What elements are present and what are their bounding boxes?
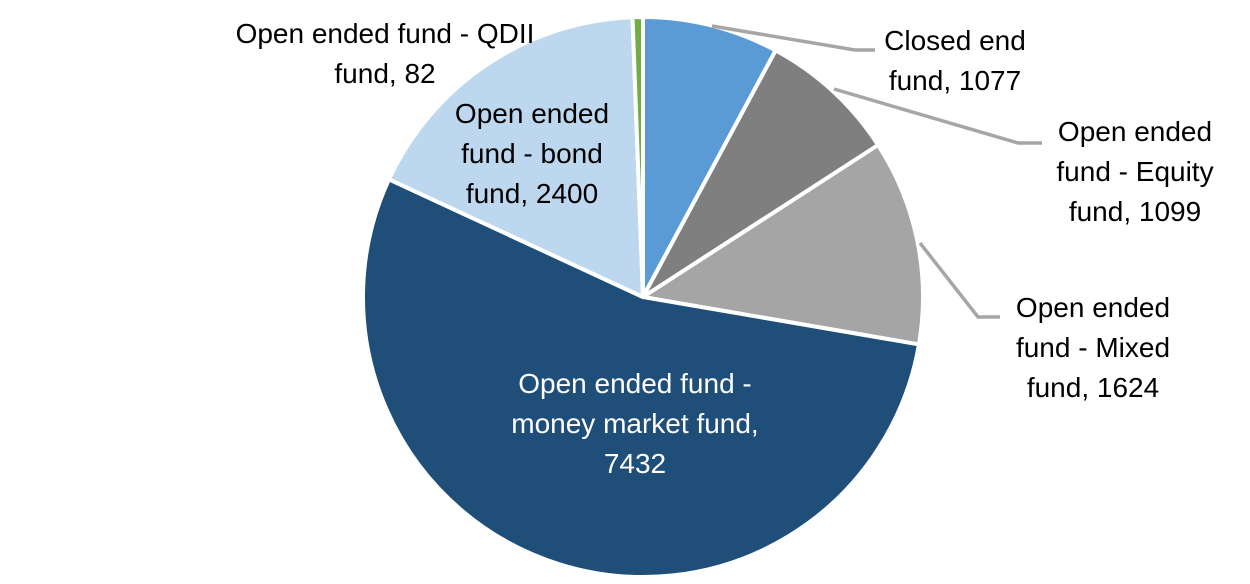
label-equity-fund: Open ended fund - Equity fund, 1099 — [975, 112, 1250, 232]
label-line: Open ended — [454, 98, 610, 129]
pie-slices — [361, 15, 925, 579]
label-line: fund - Mixed — [1015, 332, 1171, 363]
pie-slice-open-ended-fund-money-market-fund — [361, 177, 921, 579]
leader-line-closed-end-fund — [711, 24, 875, 52]
label-line: fund, 2400 — [465, 178, 599, 209]
label-line: fund, 1624 — [1026, 372, 1160, 403]
pie-slice-open-ended-fund-equity-fund — [641, 48, 881, 299]
leader-line-mixed-fund — [918, 241, 1000, 319]
label-line: fund - bond — [461, 138, 603, 169]
label-line: Open ended — [1057, 116, 1213, 147]
leader-line-equity-fund — [833, 87, 1042, 145]
label-closed-end-fund: Closed end fund, 1077 — [805, 21, 1105, 101]
label-bond-fund: Open ended fund - bond fund, 2400 — [372, 94, 692, 214]
label-line: Open ended fund - — [518, 368, 752, 399]
label-line: Closed end — [884, 25, 1026, 56]
pie-slice-open-ended-fund-qdii-fund — [630, 15, 645, 299]
label-line: 7432 — [603, 448, 667, 479]
pie-slice-closed-end-fund — [641, 15, 778, 299]
label-line: Open ended fund - QDII — [235, 18, 535, 49]
leader-lines — [711, 24, 1042, 319]
label-line: fund, 1077 — [888, 65, 1022, 96]
pie-slice-open-ended-fund-bond-fund — [386, 15, 645, 299]
pie-slice-open-ended-fund-mixed-fund — [641, 143, 925, 347]
label-mixed-fund: Open ended fund - Mixed fund, 1624 — [933, 288, 1250, 408]
label-line: money market fund, — [511, 408, 759, 439]
label-qdii-fund: Open ended fund - QDII fund, 82 — [200, 14, 570, 94]
label-line: fund, 82 — [334, 58, 436, 89]
label-line: fund - Equity — [1056, 156, 1214, 187]
label-line: fund, 1099 — [1068, 196, 1202, 227]
label-line: Open ended — [1015, 292, 1171, 323]
label-money-market-fund: Open ended fund - money market fund, 743… — [425, 364, 845, 484]
